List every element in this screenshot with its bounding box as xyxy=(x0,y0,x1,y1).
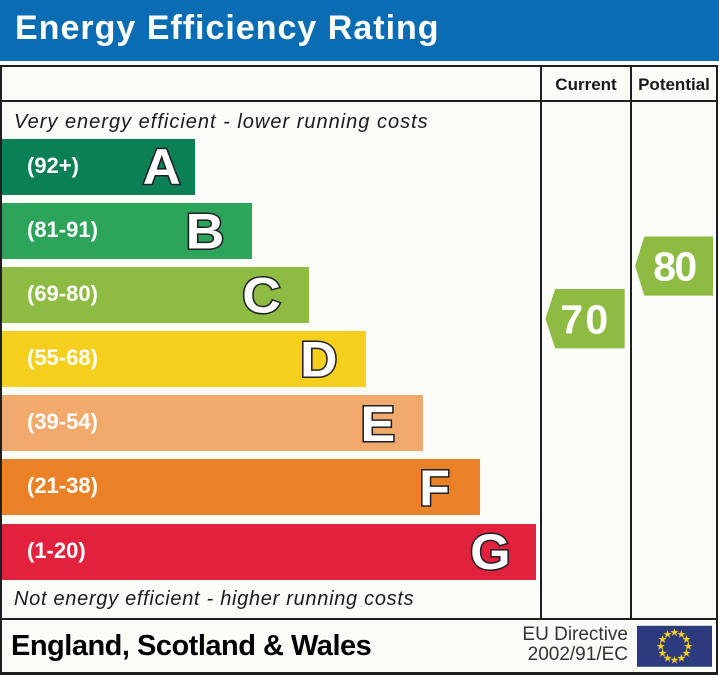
svg-text:B: B xyxy=(186,203,225,259)
svg-text:C: C xyxy=(242,267,281,323)
svg-text:A: A xyxy=(143,139,181,195)
svg-text:D: D xyxy=(300,332,337,388)
svg-text:G: G xyxy=(470,524,511,580)
svg-text:F: F xyxy=(419,460,450,516)
svg-text:E: E xyxy=(361,396,396,452)
svg-text:80: 80 xyxy=(653,243,697,289)
